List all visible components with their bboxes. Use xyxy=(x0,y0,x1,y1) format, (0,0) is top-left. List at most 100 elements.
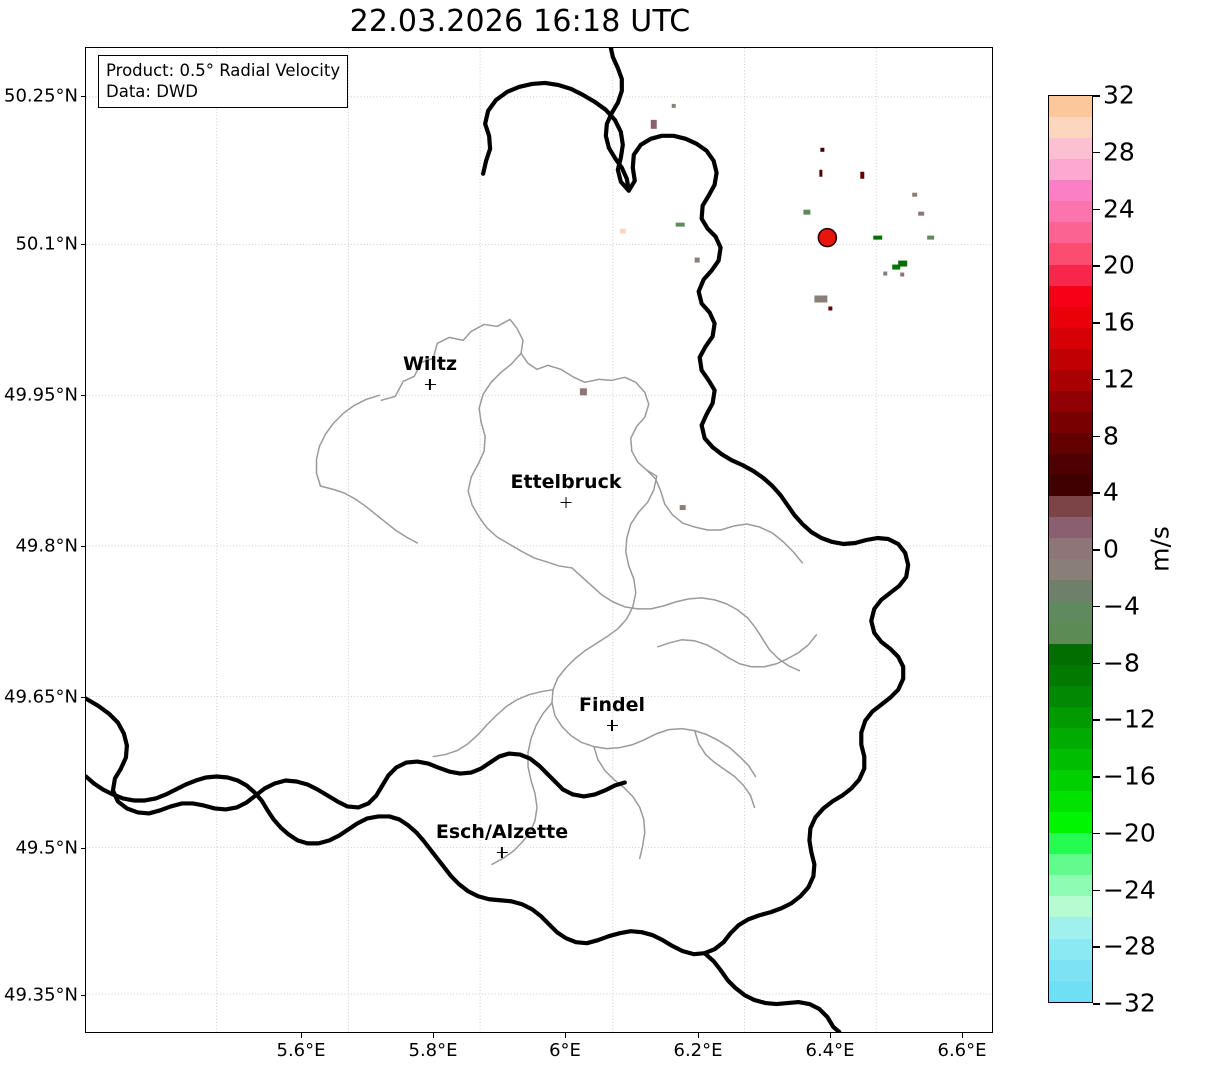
colorbar-band-40 xyxy=(1049,939,1092,960)
colorbar-tick-label-14: −24 xyxy=(1103,875,1156,904)
y-tick-label-3: 49.8°N xyxy=(0,536,78,557)
city-label-esch-alzette: Esch/Alzette xyxy=(436,823,568,858)
colorbar-band-4 xyxy=(1049,180,1092,201)
colorbar-band-12 xyxy=(1049,349,1092,370)
colorbar-tick-label-1: 28 xyxy=(1103,137,1135,166)
city-name-text: Wiltz xyxy=(403,355,457,374)
radar-echo-pixel-14 xyxy=(898,261,907,267)
map-plot-area[interactable]: Product: 0.5° Radial Velocity Data: DWD … xyxy=(85,47,993,1033)
colorbar-band-31 xyxy=(1049,749,1092,770)
colorbar-tick-label-11: −12 xyxy=(1103,705,1156,734)
city-label-wiltz: Wiltz xyxy=(403,355,457,390)
x-tick-label-4: 6.4°E xyxy=(806,1040,855,1061)
city-name-text: Esch/Alzette xyxy=(436,823,568,842)
colorbar-tick-label-12: −16 xyxy=(1103,762,1156,791)
colorbar-tick-mark-14 xyxy=(1093,890,1100,892)
colorbar-tick-label-9: −4 xyxy=(1103,591,1140,620)
colorbar-tick-mark-16 xyxy=(1093,1003,1100,1005)
colorbar-tick-label-5: 12 xyxy=(1103,364,1135,393)
y-tick-label-4: 49.65°N xyxy=(0,687,78,708)
colorbar-tick-mark-11 xyxy=(1093,719,1100,721)
city-point-marker xyxy=(607,720,618,731)
colorbar-band-13 xyxy=(1049,370,1092,391)
radar-site-marker[interactable] xyxy=(818,229,836,247)
colorbar-tick-mark-15 xyxy=(1093,946,1100,948)
grid-lines xyxy=(86,48,992,1032)
colorbar-band-38 xyxy=(1049,896,1092,917)
radar-echo-pixel-4 xyxy=(860,172,864,179)
radar-figure: 22.03.2026 16:18 UTC 50.25°N50.1°N49.95°… xyxy=(0,0,1207,1081)
colorbar-tick-mark-12 xyxy=(1093,776,1100,778)
colorbar-band-11 xyxy=(1049,328,1092,349)
radar-echo-pixel-7 xyxy=(803,210,810,215)
colorbar-tick-mark-1 xyxy=(1093,152,1100,154)
radar-echo-pixel-1 xyxy=(672,104,676,108)
radar-echo-pixel-8 xyxy=(873,236,882,240)
colorbar-band-3 xyxy=(1049,159,1092,180)
colorbar-band-15 xyxy=(1049,412,1092,433)
colorbar-band-32 xyxy=(1049,770,1092,791)
colorbar-band-29 xyxy=(1049,707,1092,728)
x-tick-label-0: 5.6°E xyxy=(277,1040,326,1061)
colorbar-tick-label-16: −32 xyxy=(1103,989,1156,1018)
colorbar-tick-mark-8 xyxy=(1093,549,1100,551)
x-tick-label-3: 6.2°E xyxy=(674,1040,723,1061)
city-point-marker xyxy=(560,497,571,508)
colorbar-unit-label: m/s xyxy=(1146,526,1175,572)
colorbar-band-17 xyxy=(1049,454,1092,475)
city-label-ettelbruck: Ettelbruck xyxy=(511,473,622,508)
city-name-text: Findel xyxy=(579,696,645,715)
x-tick-mark-5 xyxy=(962,1033,963,1038)
city-label-findel: Findel xyxy=(579,696,645,731)
radar-echo-pixel-12 xyxy=(695,258,700,263)
colorbar-band-28 xyxy=(1049,686,1092,707)
france-germany-border xyxy=(705,953,840,1032)
y-tick-label-2: 49.95°N xyxy=(0,385,78,406)
colorbar-tick-mark-13 xyxy=(1093,833,1100,835)
colorbar-tick-mark-2 xyxy=(1093,209,1100,211)
colorbar-band-30 xyxy=(1049,728,1092,749)
colorbar-band-24 xyxy=(1049,602,1092,623)
radar-echo-pixel-3 xyxy=(820,148,824,152)
colorbar-tick-mark-9 xyxy=(1093,606,1100,608)
colorbar-band-22 xyxy=(1049,559,1092,580)
radar-echo-pixel-17 xyxy=(814,295,827,302)
radar-echo-pixel-16 xyxy=(900,273,904,277)
x-tick-label-2: 6°E xyxy=(549,1040,581,1061)
x-tick-mark-2 xyxy=(565,1033,566,1038)
colorbar-band-14 xyxy=(1049,391,1092,412)
map-vector-layer xyxy=(86,48,992,1032)
info-data-line: Data: DWD xyxy=(106,81,340,102)
colorbar-band-21 xyxy=(1049,538,1092,559)
colorbar-band-39 xyxy=(1049,917,1092,938)
colorbar-tick-label-0: 32 xyxy=(1103,81,1135,110)
x-tick-label-5: 6.6°E xyxy=(938,1040,987,1061)
y-tick-label-1: 50.1°N xyxy=(0,234,78,255)
colorbar-band-10 xyxy=(1049,307,1092,328)
colorbar-tick-mark-5 xyxy=(1093,379,1100,381)
colorbar-tick-label-13: −20 xyxy=(1103,818,1156,847)
radar-echo-pixel-9 xyxy=(912,193,917,197)
colorbar-band-36 xyxy=(1049,854,1092,875)
colorbar-tick-label-8: 0 xyxy=(1103,535,1119,564)
colorbar-band-26 xyxy=(1049,644,1092,665)
product-info-box: Product: 0.5° Radial Velocity Data: DWD xyxy=(98,55,348,108)
radar-echo-pixel-15 xyxy=(883,272,887,276)
colorbar-band-20 xyxy=(1049,517,1092,538)
colorbar[interactable] xyxy=(1048,95,1093,1003)
colorbar-band-9 xyxy=(1049,286,1092,307)
colorbar-band-7 xyxy=(1049,243,1092,264)
info-product-line: Product: 0.5° Radial Velocity xyxy=(106,60,340,81)
colorbar-tick-mark-3 xyxy=(1093,265,1100,267)
colorbar-band-41 xyxy=(1049,960,1092,981)
y-tick-label-0: 50.25°N xyxy=(0,86,78,107)
colorbar-band-6 xyxy=(1049,222,1092,243)
city-point-marker xyxy=(425,379,436,390)
colorbar-band-25 xyxy=(1049,623,1092,644)
y-tick-label-5: 49.5°N xyxy=(0,838,78,859)
colorbar-tick-label-3: 20 xyxy=(1103,251,1135,280)
colorbar-tick-label-4: 16 xyxy=(1103,308,1135,337)
colorbar-tick-mark-6 xyxy=(1093,436,1100,438)
internal-boundaries xyxy=(316,319,816,864)
x-tick-mark-1 xyxy=(433,1033,434,1038)
